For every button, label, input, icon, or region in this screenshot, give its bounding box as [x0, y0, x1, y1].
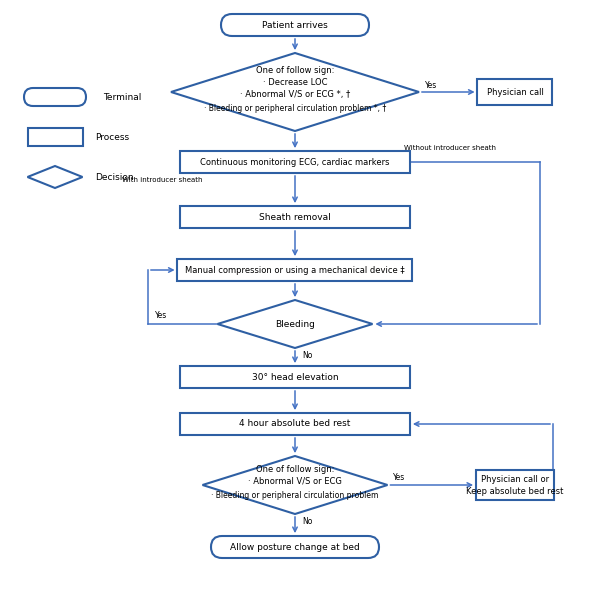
Text: Terminal: Terminal — [103, 92, 141, 101]
Text: Physician call or: Physician call or — [481, 475, 549, 484]
Text: · Bleeding or peripheral circulation problem: · Bleeding or peripheral circulation pro… — [211, 491, 379, 500]
Text: Without introducer sheath: Without introducer sheath — [404, 145, 496, 151]
Text: Process: Process — [95, 133, 129, 141]
Bar — [180, 206, 410, 228]
Text: One of follow sign:: One of follow sign: — [256, 66, 334, 75]
FancyBboxPatch shape — [24, 88, 86, 106]
Bar — [478, 79, 552, 105]
Text: One of follow sign:: One of follow sign: — [256, 465, 334, 474]
Text: · Abnormal V/S or ECG *, †: · Abnormal V/S or ECG *, † — [240, 89, 350, 98]
Bar — [180, 151, 410, 173]
Bar — [476, 470, 554, 500]
Polygon shape — [217, 300, 372, 348]
Text: 30° head elevation: 30° head elevation — [252, 372, 338, 381]
Text: Yes: Yes — [155, 310, 167, 320]
Text: Sheath removal: Sheath removal — [259, 213, 331, 221]
Text: Yes: Yes — [425, 81, 437, 89]
Text: Patient arrives: Patient arrives — [262, 21, 328, 30]
Text: No: No — [302, 352, 312, 361]
FancyBboxPatch shape — [221, 14, 369, 36]
Polygon shape — [171, 53, 419, 131]
Text: Decision: Decision — [95, 172, 134, 182]
Text: 4 hour absolute bed rest: 4 hour absolute bed rest — [239, 420, 350, 429]
Text: Physician call: Physician call — [487, 88, 544, 96]
Polygon shape — [203, 456, 388, 514]
Text: Bleeding: Bleeding — [275, 320, 315, 329]
Bar — [28, 128, 82, 146]
Text: Yes: Yes — [393, 474, 406, 482]
Text: Continuous monitoring ECG, cardiac markers: Continuous monitoring ECG, cardiac marke… — [200, 157, 390, 166]
Text: Manual compression or using a mechanical device ‡: Manual compression or using a mechanical… — [185, 265, 405, 275]
FancyBboxPatch shape — [211, 536, 379, 558]
Bar — [177, 259, 412, 281]
Text: With introducer sheath: With introducer sheath — [122, 177, 202, 183]
Text: · Abnormal V/S or ECG: · Abnormal V/S or ECG — [248, 477, 342, 485]
Text: Allow posture change at bed: Allow posture change at bed — [230, 542, 360, 552]
Bar — [180, 366, 410, 388]
Text: · Decrease LOC: · Decrease LOC — [263, 78, 327, 86]
Bar — [180, 413, 410, 435]
Text: · Bleeding or peripheral circulation problem *, †: · Bleeding or peripheral circulation pro… — [204, 104, 386, 112]
Text: Keep absolute bed rest: Keep absolute bed rest — [466, 487, 564, 496]
Polygon shape — [28, 166, 82, 188]
Text: No: No — [302, 517, 312, 526]
